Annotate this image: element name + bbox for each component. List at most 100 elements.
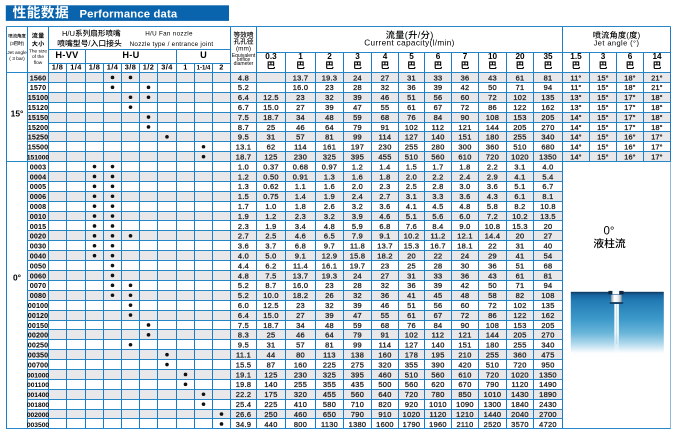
svg-text:280: 280 <box>431 143 444 152</box>
svg-text:6: 6 <box>628 52 633 61</box>
svg-text:31: 31 <box>516 242 525 251</box>
svg-text:27: 27 <box>381 271 390 280</box>
svg-text:4.8: 4.8 <box>459 202 470 211</box>
svg-text:/: / <box>418 30 421 40</box>
svg-text:61: 61 <box>516 73 525 82</box>
svg-text:7: 7 <box>463 52 468 61</box>
svg-text:1020: 1020 <box>511 153 529 162</box>
svg-text:2.0: 2.0 <box>352 182 363 191</box>
svg-text:27: 27 <box>544 232 553 241</box>
svg-text:/: / <box>88 39 91 48</box>
svg-text:5.1: 5.1 <box>514 182 525 191</box>
svg-text:39: 39 <box>325 103 334 112</box>
svg-text:00700: 00700 <box>28 360 49 369</box>
svg-text:11.8: 11.8 <box>350 242 365 251</box>
svg-text:U: U <box>200 50 207 60</box>
svg-text:112: 112 <box>432 331 445 340</box>
svg-text:Nozzle type / entrance joint: Nozzle type / entrance joint <box>130 41 214 48</box>
svg-text:10.0: 10.0 <box>263 291 279 300</box>
svg-text:57: 57 <box>296 341 305 350</box>
svg-text:39: 39 <box>434 281 443 290</box>
svg-text:4.5: 4.5 <box>432 202 443 211</box>
svg-text:5.0: 5.0 <box>265 252 276 261</box>
svg-text:640: 640 <box>378 390 391 399</box>
svg-text:2110: 2110 <box>456 420 473 429</box>
svg-text:6.7: 6.7 <box>542 182 553 191</box>
svg-text:3: 3 <box>601 52 606 61</box>
svg-text:54: 54 <box>544 252 553 261</box>
svg-text:68: 68 <box>381 321 390 330</box>
svg-text:127: 127 <box>405 341 418 350</box>
svg-text:58: 58 <box>488 291 497 300</box>
svg-text:71: 71 <box>516 281 525 290</box>
svg-text:121: 121 <box>458 123 471 132</box>
svg-text:39: 39 <box>434 83 443 92</box>
svg-text:9.1: 9.1 <box>295 252 306 261</box>
svg-text:14°: 14° <box>570 123 581 132</box>
svg-text:620: 620 <box>431 380 444 389</box>
svg-text:47: 47 <box>353 311 362 320</box>
svg-text:161: 161 <box>323 143 336 152</box>
svg-text:25: 25 <box>267 331 276 340</box>
svg-text:325: 325 <box>323 370 336 379</box>
svg-text:24: 24 <box>461 252 470 261</box>
svg-text:7.5: 7.5 <box>238 113 249 122</box>
svg-text:14°: 14° <box>570 113 581 122</box>
svg-text:56: 56 <box>434 93 443 102</box>
svg-text:7.5: 7.5 <box>265 271 276 280</box>
svg-text:720: 720 <box>405 390 418 399</box>
svg-text:1/8: 1/8 <box>89 63 100 72</box>
svg-text:205: 205 <box>513 331 526 340</box>
svg-text:17°: 17° <box>651 153 662 162</box>
svg-text:710: 710 <box>351 400 364 409</box>
svg-text:42: 42 <box>461 281 470 290</box>
svg-text:26.6: 26.6 <box>236 410 252 419</box>
svg-text:50: 50 <box>488 83 497 92</box>
svg-text:67: 67 <box>434 103 443 112</box>
svg-text:2.3: 2.3 <box>379 182 390 191</box>
svg-text:22.2: 22.2 <box>236 390 252 399</box>
svg-text:0.75: 0.75 <box>263 192 279 201</box>
svg-text:2.4: 2.4 <box>459 172 470 181</box>
svg-text:0°: 0° <box>604 225 615 237</box>
svg-text:23: 23 <box>325 281 334 290</box>
svg-text:144: 144 <box>486 331 499 340</box>
svg-text:59: 59 <box>353 113 362 122</box>
svg-text:197: 197 <box>351 143 364 152</box>
svg-text:42: 42 <box>461 83 470 92</box>
svg-text:46: 46 <box>296 331 305 340</box>
svg-text:84: 84 <box>434 113 443 122</box>
svg-text:1.0: 1.0 <box>238 162 249 171</box>
svg-text:0.50: 0.50 <box>263 172 279 181</box>
svg-text:48: 48 <box>461 291 470 300</box>
svg-text:1570: 1570 <box>30 83 46 92</box>
svg-text:255: 255 <box>294 380 307 389</box>
svg-text:4.6: 4.6 <box>295 232 306 241</box>
svg-text:255: 255 <box>513 133 526 142</box>
svg-text:91: 91 <box>381 123 390 132</box>
svg-text:41: 41 <box>407 291 416 300</box>
svg-text:13.1: 13.1 <box>236 143 252 152</box>
svg-text:3.4: 3.4 <box>295 222 306 231</box>
svg-text:31: 31 <box>407 73 416 82</box>
svg-text:14°: 14° <box>570 143 581 152</box>
svg-text:99: 99 <box>353 133 362 142</box>
svg-text:86: 86 <box>488 311 497 320</box>
svg-text:(: ( <box>405 30 408 40</box>
svg-text:3.3: 3.3 <box>432 192 443 201</box>
svg-text:18°: 18° <box>624 83 635 92</box>
svg-text:0070: 0070 <box>30 281 46 290</box>
svg-text:114: 114 <box>294 143 307 152</box>
svg-text:4: 4 <box>383 52 388 61</box>
svg-text:6.0: 6.0 <box>238 301 249 310</box>
svg-text:325: 325 <box>323 153 336 162</box>
svg-text:19.3: 19.3 <box>322 73 338 82</box>
svg-text:3.2: 3.2 <box>324 212 335 221</box>
svg-text:0010: 0010 <box>30 212 46 221</box>
svg-text:0006: 0006 <box>30 192 46 201</box>
svg-text:003500: 003500 <box>27 422 50 429</box>
svg-text:19.1: 19.1 <box>236 370 252 379</box>
svg-text:138: 138 <box>351 351 364 360</box>
svg-text:71: 71 <box>516 83 525 92</box>
svg-text:18°: 18° <box>651 103 662 112</box>
